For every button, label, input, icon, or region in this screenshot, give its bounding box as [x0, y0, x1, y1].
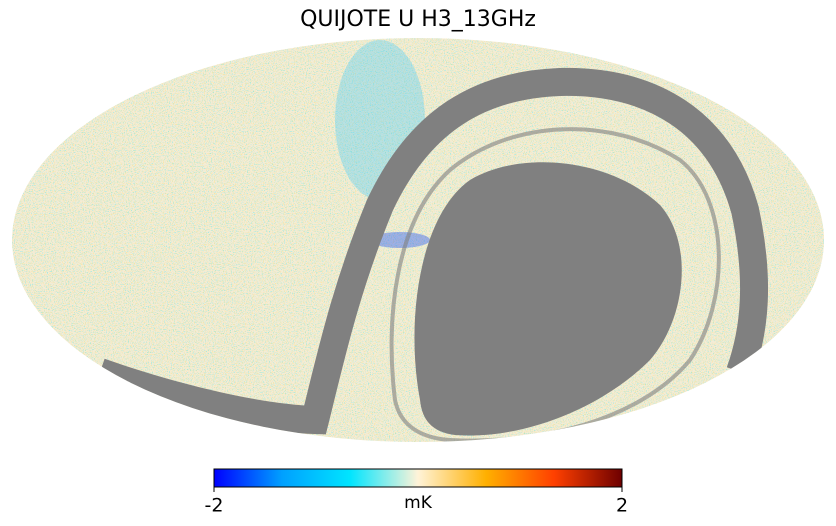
mask-region [414, 162, 682, 436]
mask-band [95, 67, 769, 435]
map-title: QUIJOTE U H3_13GHz [300, 7, 536, 32]
colorbar-tick-label: 2 [616, 495, 628, 517]
colorbar-tick-label: -2 [205, 495, 224, 517]
colorbar-scale [213, 468, 623, 488]
colorbar: mK -2 2 [205, 468, 628, 517]
colorbar-label: mK [404, 493, 433, 513]
sky-projection [12, 38, 824, 442]
